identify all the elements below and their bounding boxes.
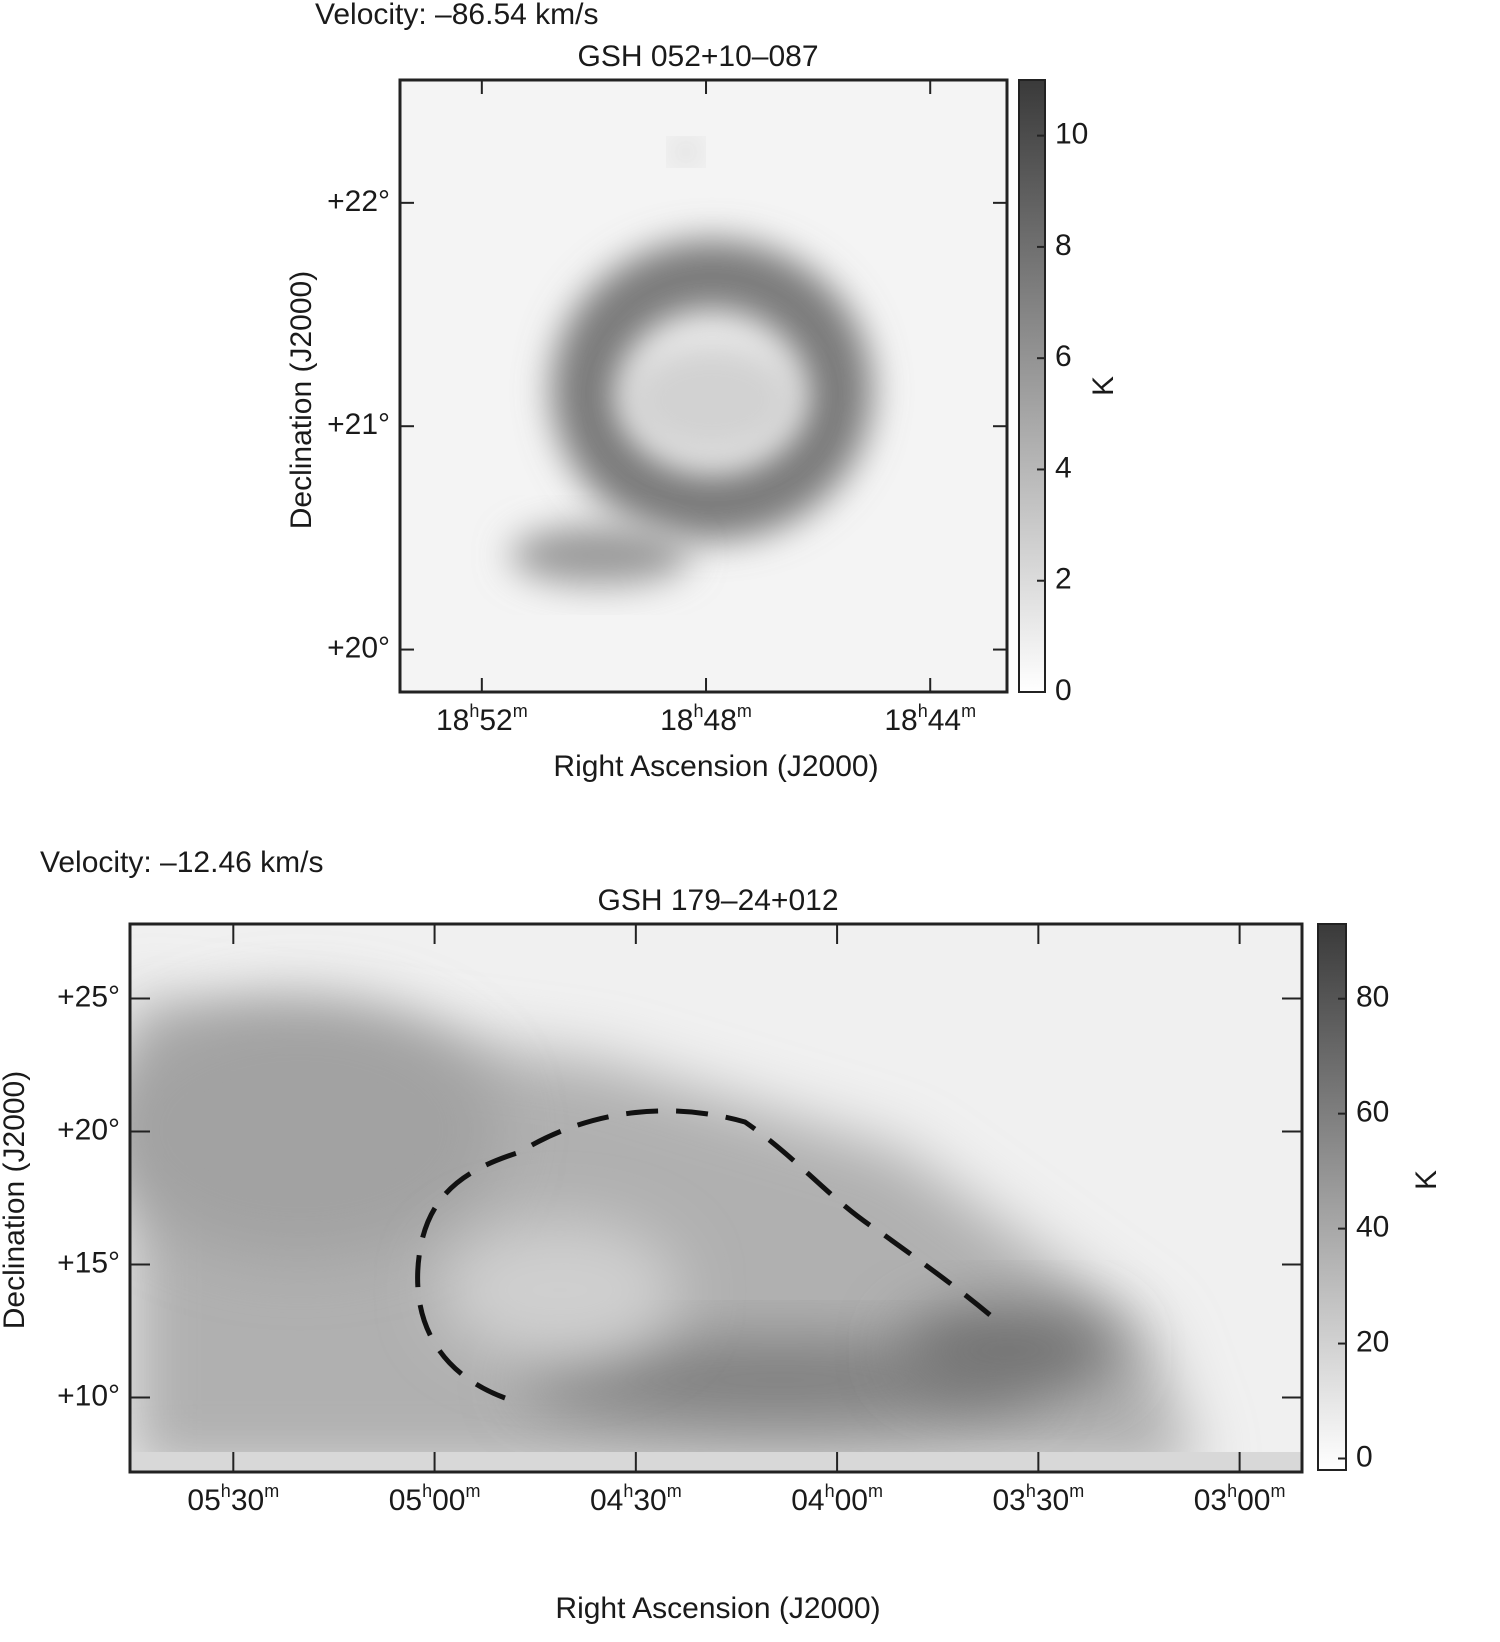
y-axis-label: Declination (J2000) <box>0 1071 31 1329</box>
x-tick-label: 18h52m <box>436 701 528 737</box>
shell-outline <box>415 1108 992 1401</box>
plot-frame <box>398 78 1009 694</box>
map-image <box>130 924 1302 1472</box>
colorbar-tick-label: 60 <box>1356 1096 1389 1129</box>
colorbar-tick-label: 80 <box>1356 981 1389 1014</box>
colorbar-tick-label: 6 <box>1055 340 1072 373</box>
colorbar-label: K <box>1087 376 1120 396</box>
colorbar-tick-label: 40 <box>1356 1211 1389 1244</box>
chart-title: GSH 052+10–087 <box>577 40 818 73</box>
colorbar-tick-label: 10 <box>1055 118 1088 151</box>
y-tick-label: +20° <box>57 1113 120 1146</box>
x-axis-label: Right Ascension (J2000) <box>553 750 878 783</box>
y-tick-label: +20° <box>327 631 390 664</box>
y-tick-label: +22° <box>327 185 390 218</box>
x-tick-label: 18h44m <box>884 701 976 737</box>
colorbar-tick-label: 0 <box>1055 674 1072 707</box>
annotation: Velocity: –86.54 km/s <box>315 0 598 31</box>
plot-frame <box>128 922 1304 1474</box>
y-axis-label: Declination (J2000) <box>285 271 318 529</box>
map-image <box>400 80 1007 692</box>
x-tick-label: 04h30m <box>590 1481 682 1517</box>
colorbar-tick-label: 2 <box>1055 563 1072 596</box>
x-tick-label: 05h00m <box>389 1481 481 1517</box>
colorbar-tick-label: 0 <box>1356 1440 1373 1473</box>
colorbar-tick-label: 8 <box>1055 229 1072 262</box>
chart-title: GSH 179–24+012 <box>597 884 838 917</box>
x-axis-label: Right Ascension (J2000) <box>555 1592 880 1625</box>
x-tick-label: 18h48m <box>660 701 752 737</box>
y-tick-label: +15° <box>57 1246 120 1279</box>
y-tick-label: +21° <box>327 408 390 441</box>
y-tick-label: +10° <box>57 1379 120 1412</box>
colorbar-label: K <box>1410 1170 1443 1190</box>
x-tick-label: 05h30m <box>187 1481 279 1517</box>
y-tick-label: +25° <box>57 980 120 1013</box>
annotation: Velocity: –12.46 km/s <box>40 846 323 879</box>
x-tick-label: 04h00m <box>791 1481 883 1517</box>
colorbar <box>1317 923 1347 1471</box>
colorbar-tick-label: 4 <box>1055 451 1072 484</box>
colorbar <box>1018 79 1046 693</box>
colorbar-tick-label: 20 <box>1356 1325 1389 1358</box>
x-tick-label: 03h30m <box>992 1481 1084 1517</box>
x-tick-label: 03h00m <box>1194 1481 1286 1517</box>
